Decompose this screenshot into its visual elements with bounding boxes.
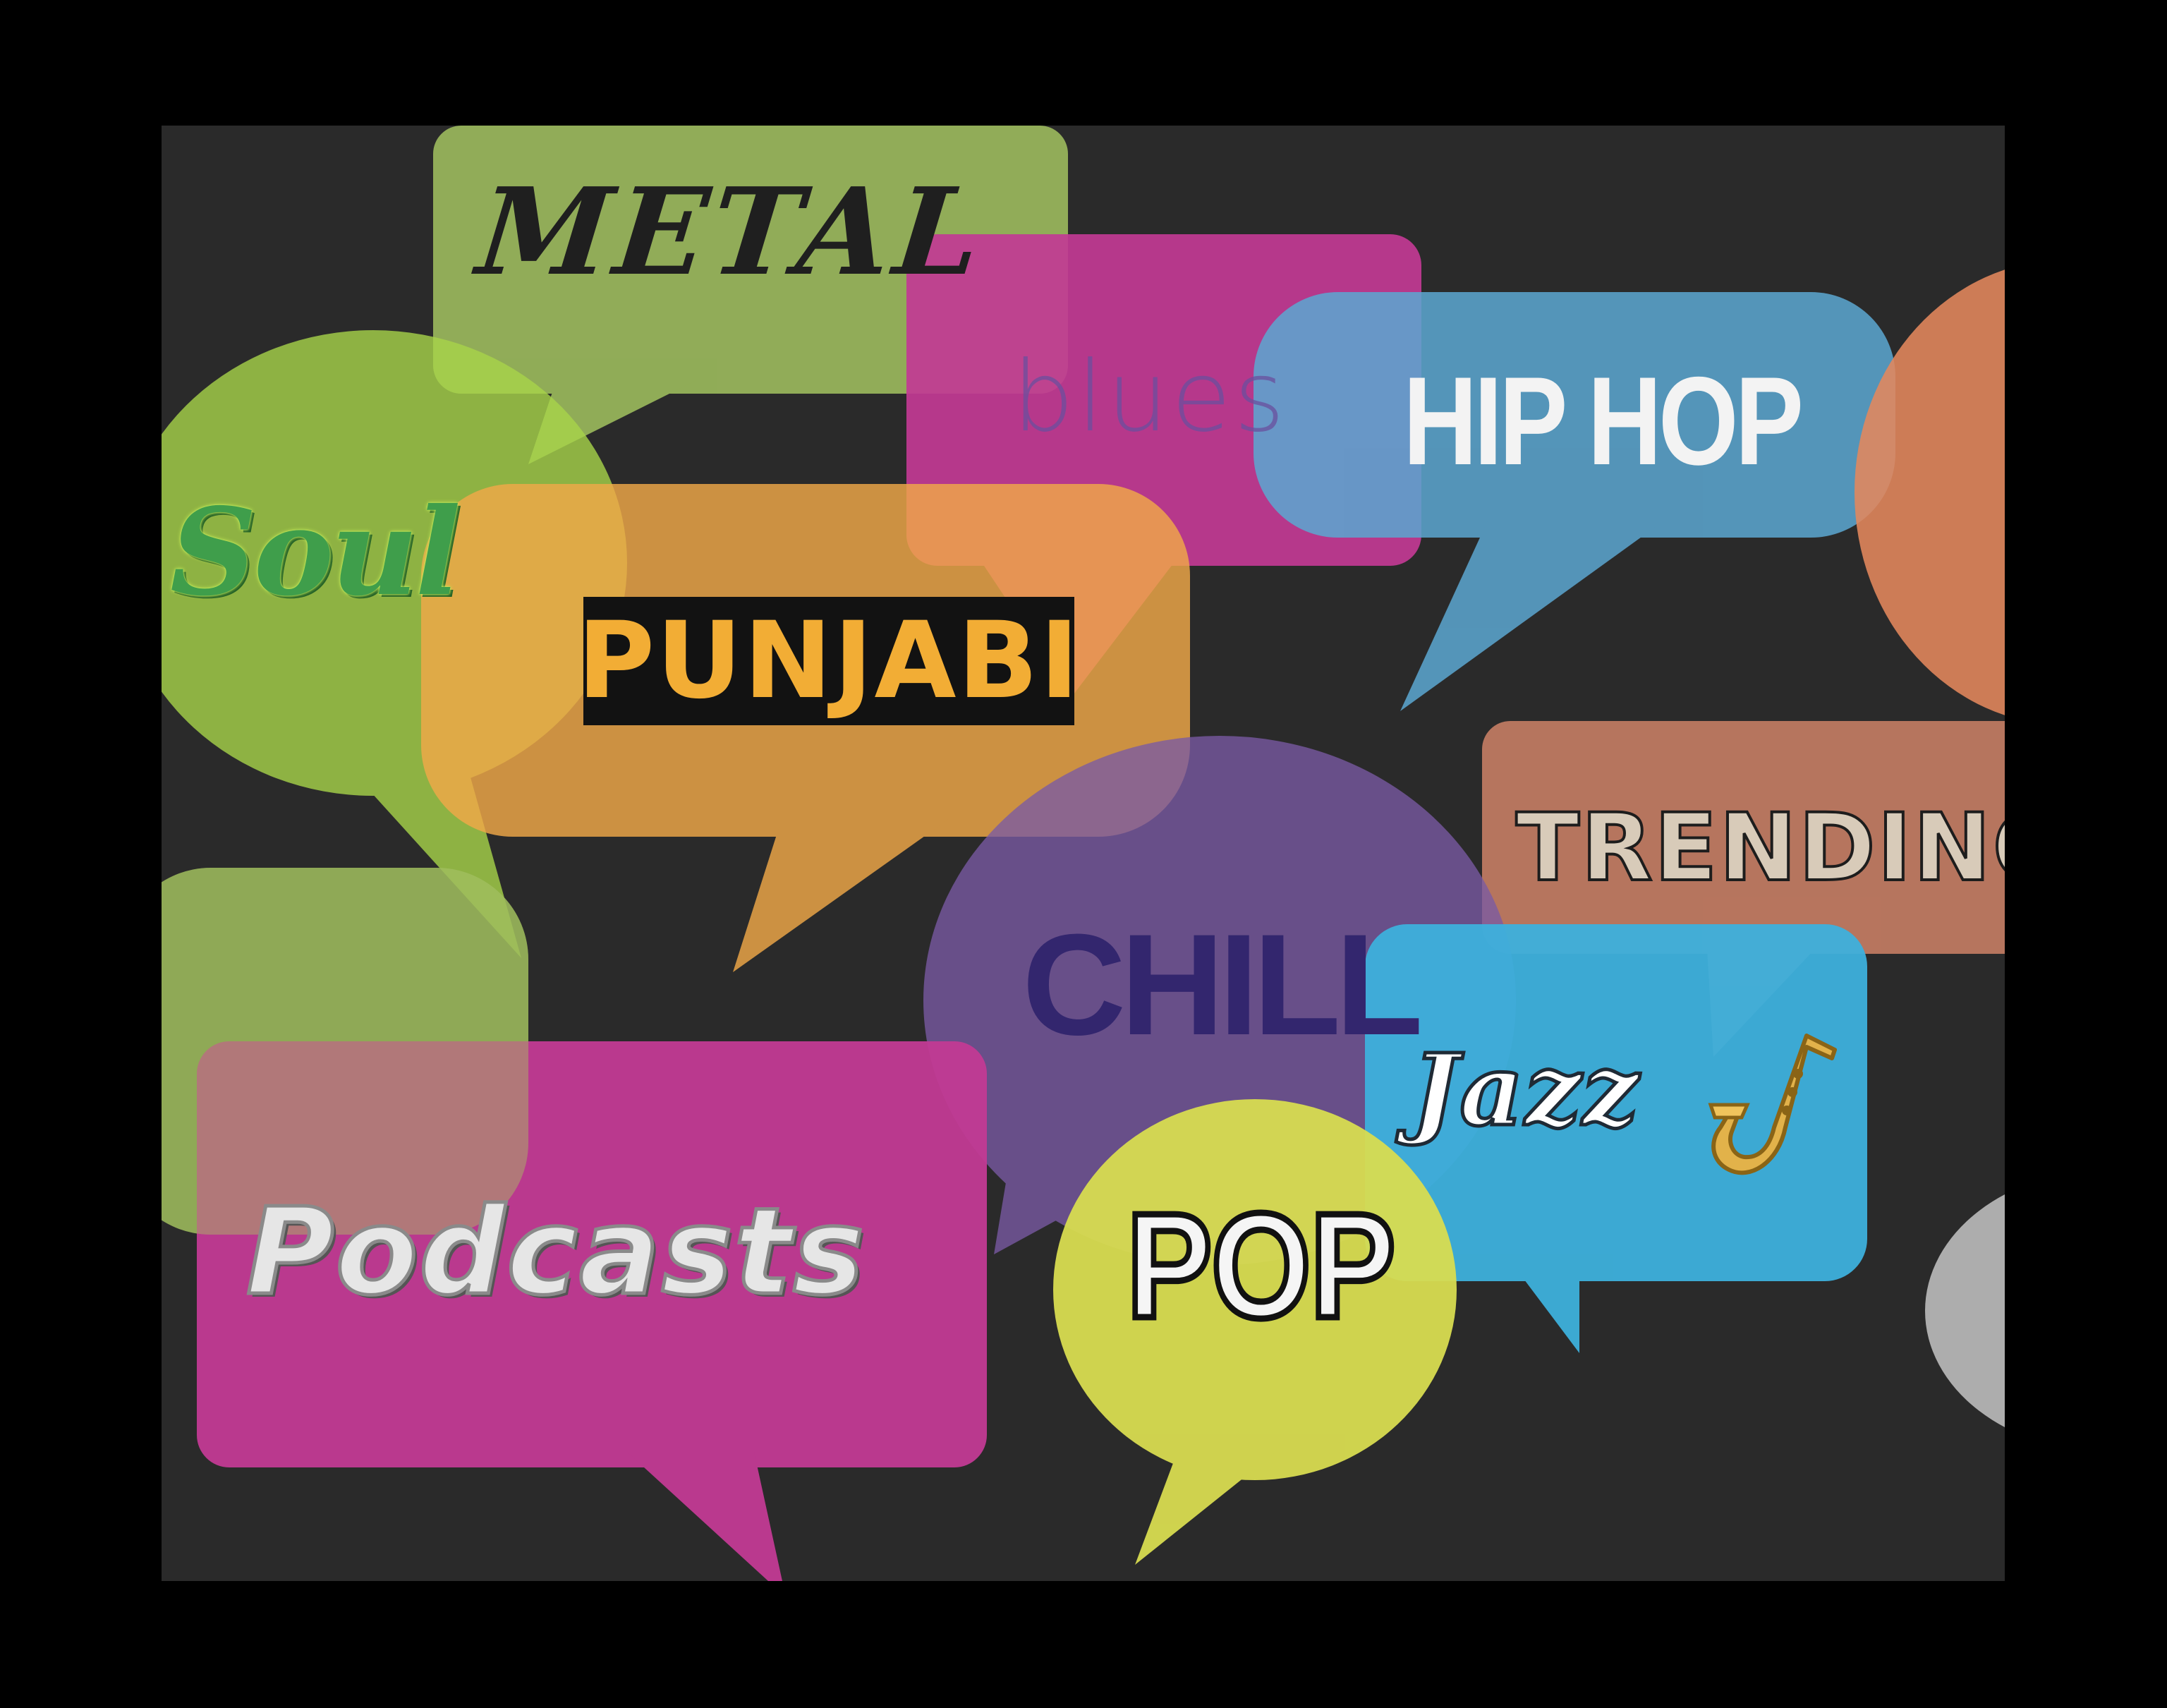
genre-collage: METAL blues HIP HOP Soul PUNJABI TRENDIN… (162, 126, 2005, 1581)
genre-label-pop: POP (1124, 1182, 1398, 1349)
speech-bubbles (162, 126, 2005, 1581)
bubble-podcasts (197, 1041, 987, 1581)
genre-label-chill: CHILL (1022, 904, 1424, 1065)
genre-label-soul: Soul (170, 482, 461, 623)
genre-label-punjabi: PUNJABI (577, 597, 1079, 725)
bubble-left-green-overlay (162, 868, 528, 1235)
genre-label-metal: METAL (471, 162, 992, 303)
bubble-jazz (1365, 924, 1867, 1353)
genre-label-podcasts: Podcasts (244, 1182, 866, 1322)
genre-label-jazz: Jazz (1410, 1033, 1641, 1149)
bubble-pop (1053, 1099, 1457, 1565)
saxophone-icon (1708, 1034, 1837, 1175)
genre-label-blues: blues (1012, 340, 1288, 454)
genre-label-hiphop: HIP HOP (1403, 351, 1804, 491)
bubble-hiphop (1254, 292, 1895, 711)
genre-label-trending: TRENDING (1515, 794, 2005, 902)
bubble-right-gray (1925, 1194, 2005, 1427)
bubble-right-salmon (1855, 269, 2005, 715)
